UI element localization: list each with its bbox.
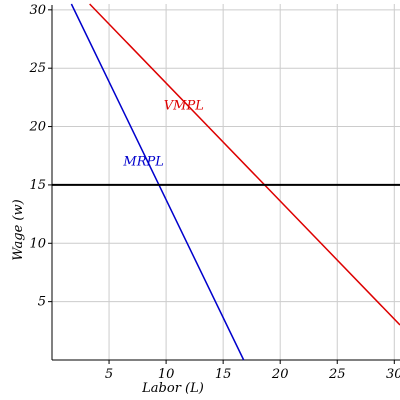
series-labels: VMPL MRPL bbox=[122, 99, 203, 170]
chart-ticks: 5 10 15 20 25 30 5 10 15 20 25 30 bbox=[28, 3, 400, 382]
y-tick-label: 25 bbox=[28, 61, 46, 76]
series-label-mrpl: MRPL bbox=[122, 155, 163, 170]
x-tick-label: 30 bbox=[386, 367, 400, 382]
y-tick-label: 30 bbox=[29, 3, 46, 18]
x-tick-label: 5 bbox=[105, 367, 113, 382]
x-axis-title: Labor (L) bbox=[141, 381, 204, 396]
series-line-mrpl bbox=[70, 3, 245, 361]
x-tick-label: 15 bbox=[215, 367, 232, 382]
series-label-vmpl: VMPL bbox=[164, 99, 204, 114]
x-tick-label: 10 bbox=[158, 367, 175, 382]
y-axis-title: Wage (w) bbox=[11, 199, 26, 260]
x-tick-label: 20 bbox=[271, 367, 289, 382]
chart-grid bbox=[52, 4, 400, 360]
y-tick-label: 10 bbox=[29, 236, 46, 251]
y-tick-label: 5 bbox=[38, 295, 46, 310]
series-line-vmpl bbox=[89, 3, 400, 326]
y-tick-label: 15 bbox=[29, 178, 46, 193]
chart-axes bbox=[51, 5, 400, 361]
series-lines bbox=[70, 3, 400, 361]
x-tick-label: 25 bbox=[328, 367, 346, 382]
y-tick-label: 20 bbox=[28, 120, 46, 135]
